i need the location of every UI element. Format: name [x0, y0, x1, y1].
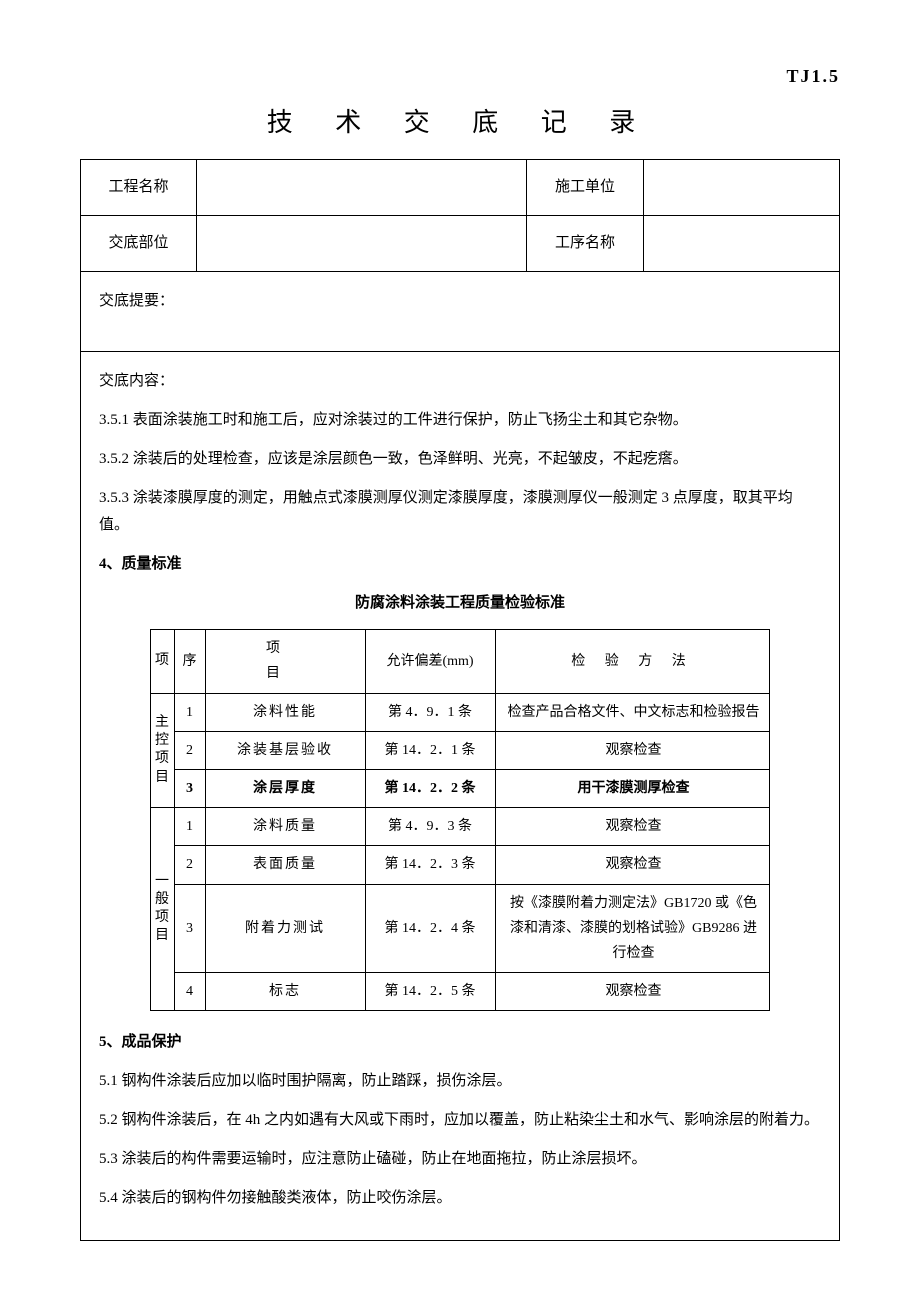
col-tolerance: 允许偏差(mm): [365, 630, 495, 693]
cell-tolerance: 第 14．2．2 条: [365, 769, 495, 807]
section5-title: 5、成品保护: [99, 1029, 821, 1056]
document-code: TJ1.5: [80, 60, 840, 92]
table-row: 主控项目 1 涂料性能 第 4．9．1 条 检查产品合格文件、中文标志和检验报告: [150, 693, 770, 731]
project-name-label: 工程名称: [81, 160, 197, 216]
cell-tolerance: 第 14．2．4 条: [365, 884, 495, 973]
cell-seq: 3: [174, 769, 205, 807]
cell-tolerance: 第 14．2．3 条: [365, 846, 495, 884]
project-name-value: [197, 160, 527, 216]
section5-p3: 5.3 涂装后的构件需要运输时，应注意防止磕碰，防止在地面拖拉，防止涂层损坏。: [99, 1146, 821, 1173]
summary-cell: 交底提要：: [81, 272, 840, 352]
cell-method: 观察检查: [495, 808, 770, 846]
cell-tolerance: 第 14．2．1 条: [365, 731, 495, 769]
cell-item: 涂层厚度: [205, 769, 365, 807]
section4-title: 4、质量标准: [99, 551, 821, 578]
cell-item: 涂料质量: [205, 808, 365, 846]
col-seq: 序: [174, 630, 205, 693]
cell-tolerance: 第 4．9．3 条: [365, 808, 495, 846]
cell-seq: 4: [174, 973, 205, 1011]
cell-item: 标志: [205, 973, 365, 1011]
table-row: 一般项目 1 涂料质量 第 4．9．3 条 观察检查: [150, 808, 770, 846]
process-name-value: [643, 216, 839, 272]
document-title: 技 术 交 底 记 录: [80, 100, 840, 147]
cell-method: 用干漆膜测厚检查: [495, 769, 770, 807]
section5-p1: 5.1 钢构件涂装后应加以临时围护隔离，防止踏踩，损伤涂层。: [99, 1068, 821, 1095]
table-row: 3 涂层厚度 第 14．2．2 条 用干漆膜测厚检查: [150, 769, 770, 807]
content-label: 交底内容：: [99, 368, 821, 395]
cell-item: 涂料性能: [205, 693, 365, 731]
table-row: 3 附着力测试 第 14．2．4 条 按《漆膜附着力测定法》GB1720 或《色…: [150, 884, 770, 973]
inspection-header-row: 项 序 项 目 允许偏差(mm) 检 验 方 法: [150, 630, 770, 693]
col-method: 检 验 方 法: [495, 630, 770, 693]
content-cell: 交底内容： 3.5.1 表面涂装施工时和施工后，应对涂装过的工件进行保护，防止飞…: [81, 352, 840, 1241]
content-p1: 3.5.1 表面涂装施工时和施工后，应对涂装过的工件进行保护，防止飞扬尘土和其它…: [99, 407, 821, 434]
content-p2: 3.5.2 涂装后的处理检查，应该是涂层颜色一致，色泽鲜明、光亮，不起皱皮，不起…: [99, 446, 821, 473]
cell-method: 观察检查: [495, 973, 770, 1011]
cell-tolerance: 第 14．2．5 条: [365, 973, 495, 1011]
header-row-1: 工程名称 施工单位: [81, 160, 840, 216]
construction-unit-label: 施工单位: [527, 160, 643, 216]
process-name-label: 工序名称: [527, 216, 643, 272]
cell-seq: 1: [174, 693, 205, 731]
cell-seq: 1: [174, 808, 205, 846]
content-row: 交底内容： 3.5.1 表面涂装施工时和施工后，应对涂装过的工件进行保护，防止飞…: [81, 352, 840, 1241]
disclosure-part-label: 交底部位: [81, 216, 197, 272]
disclosure-part-value: [197, 216, 527, 272]
main-table: 工程名称 施工单位 交底部位 工序名称 交底提要： 交底内容： 3.5.1 表面…: [80, 159, 840, 1241]
section5-p2: 5.2 钢构件涂装后，在 4h 之内如遇有大风或下雨时，应加以覆盖，防止粘染尘土…: [99, 1107, 821, 1134]
table-row: 4 标志 第 14．2．5 条 观察检查: [150, 973, 770, 1011]
cell-method: 观察检查: [495, 731, 770, 769]
cell-item: 附着力测试: [205, 884, 365, 973]
cell-seq: 3: [174, 884, 205, 973]
cell-item: 涂装基层验收: [205, 731, 365, 769]
cell-method: 观察检查: [495, 846, 770, 884]
inspection-table: 项 序 项 目 允许偏差(mm) 检 验 方 法 主控项目 1 涂料性能 第 4…: [150, 629, 771, 1011]
construction-unit-value: [643, 160, 839, 216]
cell-tolerance: 第 4．9．1 条: [365, 693, 495, 731]
cell-method: 按《漆膜附着力测定法》GB1720 或《色漆和清漆、漆膜的划格试验》GB9286…: [495, 884, 770, 973]
col-category: 项: [150, 630, 174, 693]
cell-method: 检查产品合格文件、中文标志和检验报告: [495, 693, 770, 731]
cell-seq: 2: [174, 731, 205, 769]
header-row-2: 交底部位 工序名称: [81, 216, 840, 272]
cell-item: 表面质量: [205, 846, 365, 884]
group1-label: 主控项目: [150, 693, 174, 808]
content-p3: 3.5.3 涂装漆膜厚度的测定，用触点式漆膜测厚仪测定漆膜厚度，漆膜测厚仪一般测…: [99, 485, 821, 539]
summary-row: 交底提要：: [81, 272, 840, 352]
section5-p4: 5.4 涂装后的钢构件勿接触酸类液体，防止咬伤涂层。: [99, 1185, 821, 1212]
summary-label: 交底提要：: [99, 293, 174, 309]
table-row: 2 表面质量 第 14．2．3 条 观察检查: [150, 846, 770, 884]
group2-label: 一般项目: [150, 808, 174, 1011]
col-item: 项 目: [205, 630, 365, 693]
cell-seq: 2: [174, 846, 205, 884]
inspection-table-title: 防腐涂料涂装工程质量检验标准: [99, 590, 821, 617]
table-row: 2 涂装基层验收 第 14．2．1 条 观察检查: [150, 731, 770, 769]
